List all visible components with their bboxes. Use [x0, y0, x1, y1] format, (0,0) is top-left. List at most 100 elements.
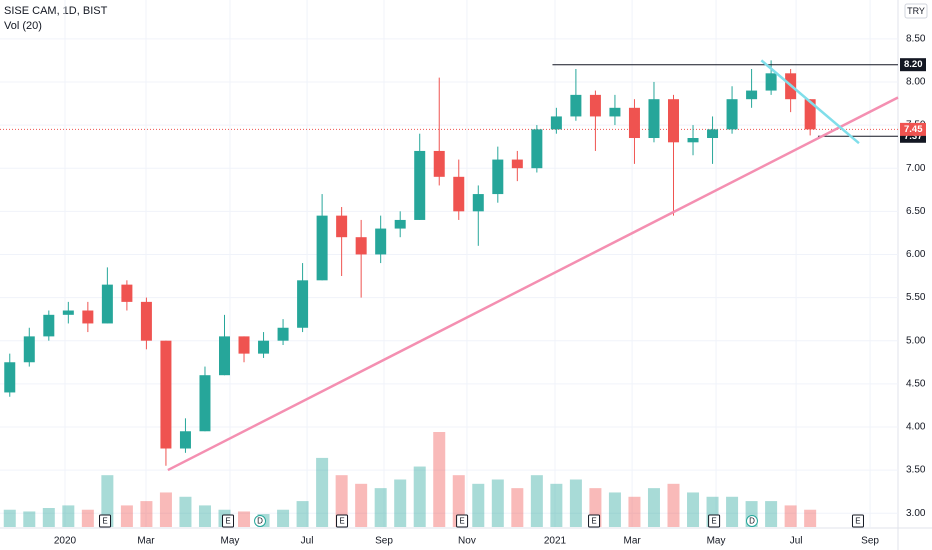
volume-bar [804, 509, 817, 527]
candle-body [316, 215, 328, 281]
price-tag [900, 122, 926, 136]
y-tick-label: 8.50 [906, 33, 926, 44]
x-tick-label: Mar [137, 536, 155, 547]
event-marker [708, 514, 721, 528]
candle-body [589, 94, 601, 117]
volume-bar [647, 488, 660, 527]
x-tick-label: May [221, 536, 240, 547]
candle-body [355, 237, 367, 255]
candle-body [297, 280, 309, 328]
volume-bar [355, 483, 368, 527]
candle-body [375, 228, 387, 255]
candle-body [394, 219, 406, 229]
x-tick-label: May [707, 536, 726, 547]
volume-bar [765, 501, 778, 527]
candle-body [609, 107, 621, 117]
candle-body [258, 340, 270, 354]
event-label: D [749, 517, 755, 526]
x-tick-label: 2020 [54, 536, 77, 547]
price-tag-label: 7.45 [904, 124, 923, 135]
candle-body [492, 159, 504, 195]
x-tick-label: Sep [861, 536, 879, 547]
candle-body [121, 284, 133, 302]
volume-bar [726, 496, 739, 527]
y-tick-label: 3.50 [906, 465, 926, 476]
volume-bar [277, 509, 290, 527]
candle-body [648, 99, 660, 139]
volume-bar [569, 479, 582, 527]
volume-bar [42, 508, 55, 527]
volume-bar [296, 501, 309, 527]
event-label: E [591, 517, 596, 526]
event-label: D [257, 517, 263, 526]
candle-body [82, 310, 94, 324]
volume-bar [62, 505, 75, 527]
event-marker [222, 514, 235, 528]
candle-body [668, 99, 679, 143]
candle-body [219, 336, 230, 376]
volume-bar [472, 483, 485, 527]
volume-bar [140, 501, 153, 527]
currency-box[interactable] [904, 3, 928, 19]
candle-body [472, 194, 484, 212]
candle-body [453, 176, 465, 212]
candle-body [23, 336, 35, 363]
volume-bar [433, 432, 446, 527]
volume-bar [101, 475, 114, 527]
event-marker [588, 514, 601, 528]
y-tick-label: 4.00 [906, 422, 926, 433]
candle-body [140, 301, 152, 341]
event-label: E [339, 517, 344, 526]
volume-bar [23, 511, 36, 527]
volume-bar [179, 496, 192, 527]
volume-bar [413, 466, 426, 527]
price-tag-label: 7.37 [904, 131, 923, 142]
event-label: E [459, 517, 464, 526]
volume-bar [452, 475, 465, 527]
candle-body [43, 314, 55, 337]
candle-body [179, 431, 191, 449]
y-tick-label: 6.00 [906, 249, 926, 260]
candle-body [687, 138, 699, 143]
trend-line [167, 96, 899, 472]
candle-body [628, 107, 640, 139]
trend-line [760, 59, 860, 145]
currency[interactable]: TRY [907, 6, 925, 16]
event-label: E [711, 517, 716, 526]
volume-label: Vol (20) [4, 20, 42, 32]
volume-bar [687, 492, 700, 527]
event-label: E [855, 517, 860, 526]
candle-body [570, 94, 582, 117]
y-tick-label: 3.00 [906, 508, 926, 519]
event-label: E [225, 517, 230, 526]
volume-bar [159, 492, 172, 527]
candle-body [4, 362, 16, 393]
event-marker [336, 514, 349, 528]
candle-body [199, 375, 211, 432]
chart-title: SISE CAM, 1D, BIST [4, 5, 108, 17]
y-tick-label: 6.50 [906, 206, 926, 217]
volume-bar [550, 483, 563, 527]
event-marker [456, 514, 469, 528]
price-tag [900, 58, 926, 72]
candle-body [62, 310, 74, 315]
event-marker [254, 515, 267, 527]
candle-body [804, 99, 816, 130]
volume-bar [511, 488, 524, 527]
candle-body [101, 284, 113, 324]
candle-body [277, 327, 289, 341]
y-tick-label: 5.00 [906, 335, 926, 346]
candle-body [746, 90, 758, 100]
candle-body [238, 336, 250, 354]
volume-bar [628, 496, 641, 527]
candle-body [726, 99, 738, 130]
y-tick-label: 5.50 [906, 292, 926, 303]
volume-bar [120, 505, 133, 527]
volume-bar [316, 457, 329, 527]
volume-bar [335, 475, 348, 527]
volume-bar [491, 479, 504, 527]
candle-body [433, 150, 445, 177]
event-marker [745, 515, 758, 527]
volume-bar [198, 505, 211, 527]
y-tick-label: 8.00 [906, 77, 926, 88]
